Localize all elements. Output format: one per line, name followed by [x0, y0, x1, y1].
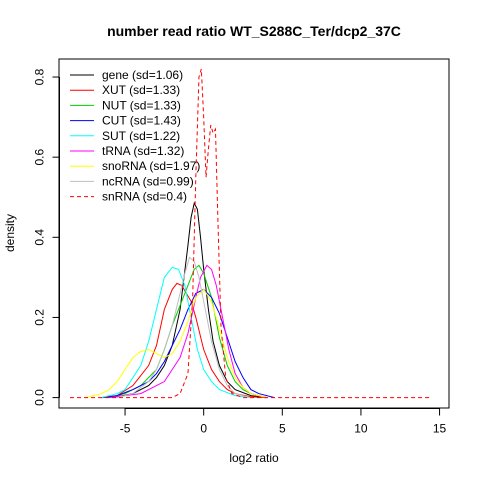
x-axis: -5 0 5 10 15 [120, 408, 447, 436]
series-line-0 [101, 201, 267, 399]
series-line-5 [109, 264, 267, 399]
y-tick-label: 0.4 [33, 229, 47, 246]
y-tick-label: 0.2 [33, 309, 47, 326]
legend-label: CUT (sd=1.43) [102, 114, 181, 128]
legend-label: tRNA (sd=1.32) [102, 144, 184, 158]
y-axis: 0.0 0.2 0.4 0.6 0.8 [33, 68, 60, 406]
legend-label: ncRNA (sd=0.99) [102, 174, 194, 188]
y-tick-label: 0.0 [33, 389, 47, 406]
series-line-8 [70, 68, 432, 399]
x-tick-label: 15 [433, 422, 447, 436]
legend-label: snRNA (sd=0.4) [102, 190, 187, 204]
x-tick-label: -5 [120, 422, 131, 436]
series-layer [70, 68, 432, 399]
series-line-3 [101, 288, 275, 399]
legend: gene (sd=1.06)XUT (sd=1.33)NUT (sd=1.33)… [70, 68, 200, 204]
series-line-6 [85, 288, 267, 399]
y-tick-label: 0.8 [33, 68, 47, 85]
series-line-7 [117, 256, 251, 399]
legend-label: SUT (sd=1.22) [102, 129, 180, 143]
x-tick-label: 0 [200, 422, 207, 436]
y-axis-label: density [3, 214, 17, 252]
legend-label: NUT (sd=1.33) [102, 98, 181, 112]
series-line-4 [101, 266, 251, 399]
y-tick-label: 0.6 [33, 149, 47, 166]
x-axis-label: log2 ratio [229, 451, 279, 465]
chart-title: number read ratio WT_S288C_Ter/dcp2_37C [107, 23, 401, 39]
legend-label: snoRNA (sd=1.97) [102, 159, 200, 173]
series-line-2 [109, 264, 267, 399]
series-line-1 [101, 282, 267, 399]
legend-label: gene (sd=1.06) [102, 68, 183, 82]
x-tick-label: 10 [354, 422, 368, 436]
legend-label: XUT (sd=1.33) [102, 83, 180, 97]
x-tick-label: 5 [279, 422, 286, 436]
